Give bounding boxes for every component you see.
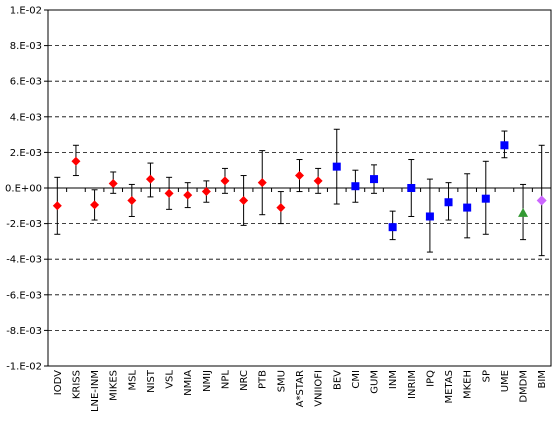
data-markers — [52, 141, 547, 232]
data-point — [257, 178, 267, 188]
data-point — [351, 182, 360, 191]
y-tick-label: -8.E-03 — [6, 326, 42, 337]
x-tick-label: INRIM — [407, 370, 418, 399]
data-point — [500, 141, 509, 150]
data-point — [127, 195, 137, 205]
data-point — [201, 187, 211, 197]
x-tick-label: BIM — [537, 370, 548, 388]
data-point — [518, 207, 529, 217]
data-point — [52, 201, 62, 211]
x-tick-label: IODV — [53, 370, 64, 395]
y-tick-label: 8.E-03 — [10, 41, 42, 52]
y-tick-label: -4.E-03 — [6, 255, 42, 266]
y-tick-label: 0.E+00 — [5, 184, 42, 195]
x-tick-label: LNE-INM — [90, 370, 101, 412]
x-tick-label: UME — [500, 370, 511, 392]
y-tick-label: 2.E-03 — [10, 148, 42, 159]
y-tick-label: 1.E-02 — [10, 6, 42, 17]
data-point — [536, 195, 547, 206]
x-tick-label: METAS — [444, 370, 455, 403]
data-point — [444, 198, 453, 207]
data-point — [183, 190, 193, 200]
data-point — [108, 179, 118, 189]
data-point — [425, 212, 434, 221]
x-tick-label: NIST — [146, 369, 157, 393]
x-tick-label: CMI — [351, 370, 362, 389]
y-tick-labels: -1.E-02 -8.E-03 -6.E-03 -4.E-03 -2.E-03 0.E+0… — [5, 6, 42, 373]
x-tick-label: BEV — [332, 370, 343, 390]
error-bars — [54, 128, 545, 257]
x-tick-label: KRISS — [71, 370, 82, 399]
x-tick-label: MKEH — [463, 370, 474, 399]
x-tick-label: SP — [481, 370, 492, 382]
x-tick-label: PTB — [258, 370, 269, 389]
data-point — [407, 184, 416, 192]
x-tick-label: IPQ — [425, 370, 436, 387]
data-point — [276, 203, 286, 213]
data-point — [388, 223, 397, 232]
y-tick-label: -6.E-03 — [6, 290, 42, 301]
x-tick-label: A*STAR — [295, 370, 306, 407]
x-tick-label: MIKES — [109, 370, 120, 401]
x-tick-label: NPL — [220, 370, 231, 390]
x-tick-label: SMU — [276, 370, 287, 392]
data-point — [145, 174, 155, 184]
axes — [44, 9, 552, 367]
y-tick-label: -2.E-03 — [6, 219, 42, 230]
data-point — [239, 195, 249, 205]
data-point — [90, 200, 100, 210]
x-tick-label: NMIJ — [202, 370, 213, 392]
x-tick-label: DMDM — [519, 370, 530, 403]
data-point — [71, 156, 81, 166]
x-tick-label: NRC — [239, 370, 250, 391]
data-point — [295, 171, 304, 181]
data-point — [164, 188, 174, 198]
y-tick-label: 4.E-03 — [10, 112, 42, 123]
y-tick-label: 6.E-03 — [10, 77, 42, 88]
data-point — [370, 175, 379, 184]
x-tick-label: GUM — [370, 370, 381, 394]
data-point — [220, 176, 230, 186]
y-tick-label: -1.E-02 — [6, 362, 42, 373]
x-tick-labels: IODV KRISS LNE-INM MIKES MSL NIST VSL NMIA NMIJ N… — [53, 369, 548, 412]
data-point — [463, 203, 472, 212]
x-tick-label: NMIA — [183, 370, 194, 396]
data-point — [481, 194, 490, 203]
x-tick-label: VNIIOFI — [314, 370, 325, 407]
data-point — [332, 162, 341, 171]
data-point — [313, 176, 323, 186]
x-tick-label: MSL — [127, 370, 138, 391]
x-tick-label: INM — [388, 370, 399, 389]
x-tick-label: VSL — [165, 370, 176, 389]
